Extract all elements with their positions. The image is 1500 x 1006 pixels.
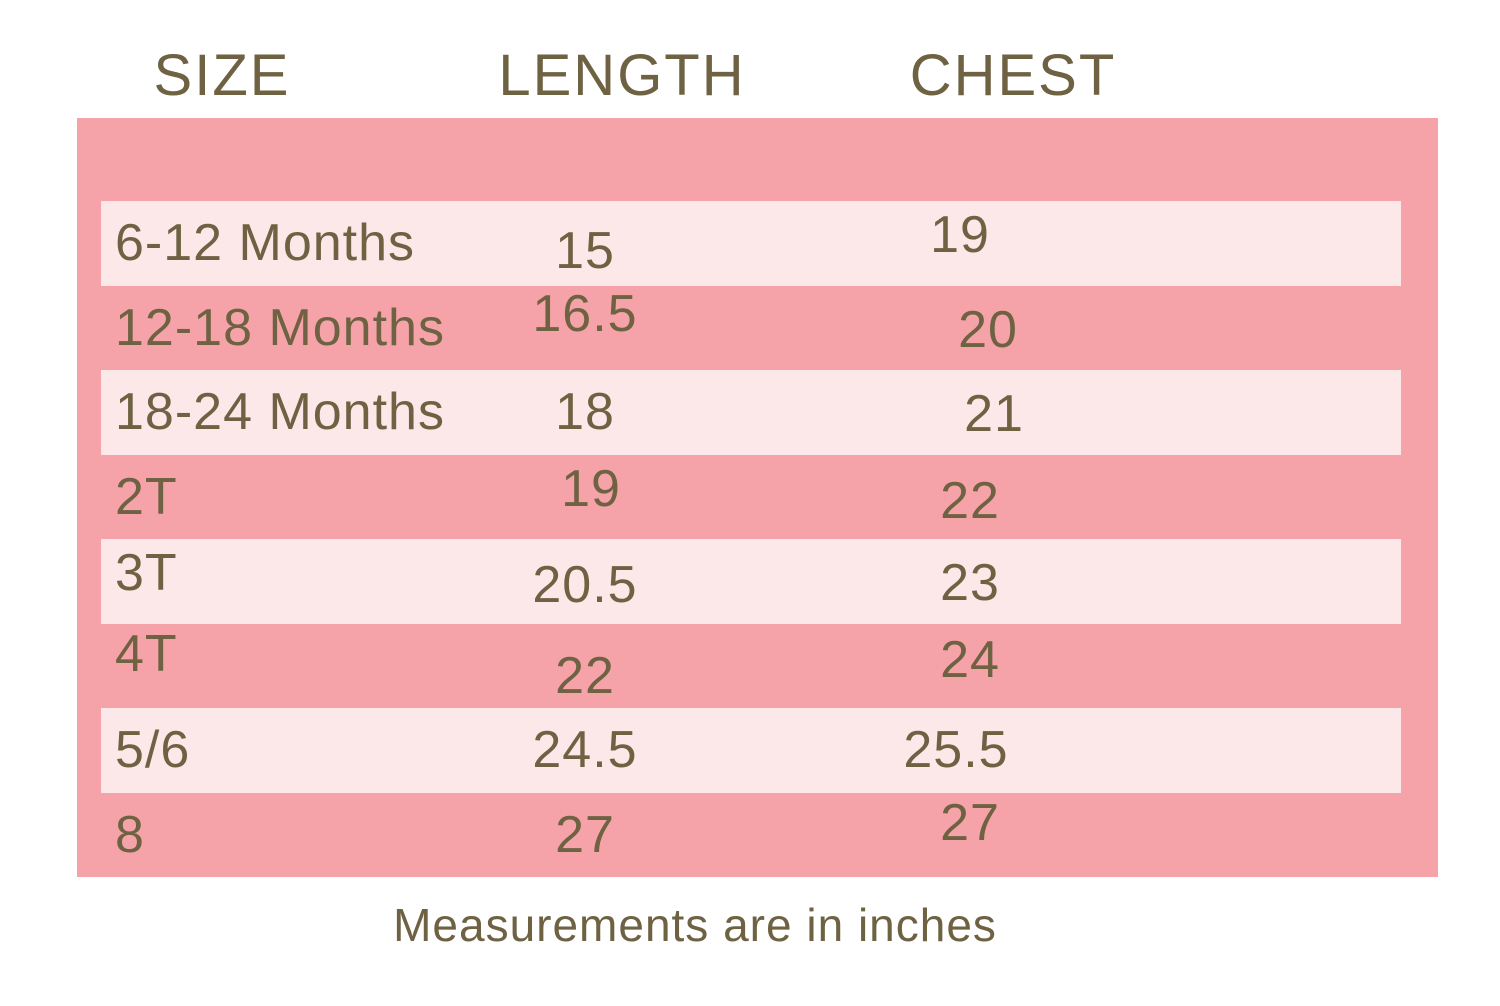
table-row: 4T 22 24 — [77, 624, 1438, 709]
chest-cell: 27 — [940, 793, 1000, 852]
length-cell: 22 — [555, 646, 615, 705]
size-cell: 18-24 Months — [115, 383, 445, 442]
size-cell: 12-18 Months — [115, 298, 445, 357]
size-cell: 3T — [115, 544, 178, 603]
size-cell: 5/6 — [115, 721, 191, 780]
length-cell: 27 — [555, 805, 615, 864]
column-header-chest: CHEST — [909, 43, 1117, 108]
length-cell: 18 — [555, 383, 615, 442]
column-header-length: LENGTH — [498, 43, 746, 108]
size-chart-panel: 6-12 Months 15 19 12-18 Months 16.5 20 1… — [77, 118, 1438, 877]
chest-cell: 20 — [958, 300, 1018, 359]
size-cell: 6-12 Months — [115, 214, 416, 273]
measurement-note: Measurements are in inches — [393, 899, 997, 951]
chest-cell: 23 — [940, 554, 1000, 613]
length-cell: 16.5 — [532, 284, 638, 343]
table-row: 12-18 Months 16.5 20 — [77, 284, 1438, 371]
chest-cell: 22 — [940, 471, 1000, 530]
table-body: 6-12 Months 15 19 12-18 Months 16.5 20 1… — [77, 201, 1438, 877]
table-row: 18-24 Months 18 21 — [77, 370, 1438, 455]
table-row: 2T 19 22 — [77, 455, 1438, 540]
length-cell: 20.5 — [532, 556, 638, 615]
length-cell: 15 — [555, 222, 615, 281]
size-cell: 8 — [115, 805, 145, 864]
length-cell: 19 — [561, 459, 621, 518]
table-row: 5/6 24.5 25.5 — [77, 708, 1438, 793]
table-row: 6-12 Months 15 19 — [77, 201, 1438, 286]
chest-cell: 19 — [930, 206, 990, 265]
size-cell: 4T — [115, 624, 178, 683]
column-header-size: SIZE — [153, 43, 291, 108]
length-cell: 24.5 — [532, 721, 638, 780]
size-cell: 2T — [115, 467, 178, 526]
chest-cell: 21 — [964, 385, 1024, 444]
table-row: 8 27 27 — [77, 793, 1438, 878]
chest-cell: 24 — [940, 630, 1000, 689]
table-row: 3T 20.5 23 — [77, 539, 1438, 624]
chest-cell: 25.5 — [903, 721, 1009, 780]
